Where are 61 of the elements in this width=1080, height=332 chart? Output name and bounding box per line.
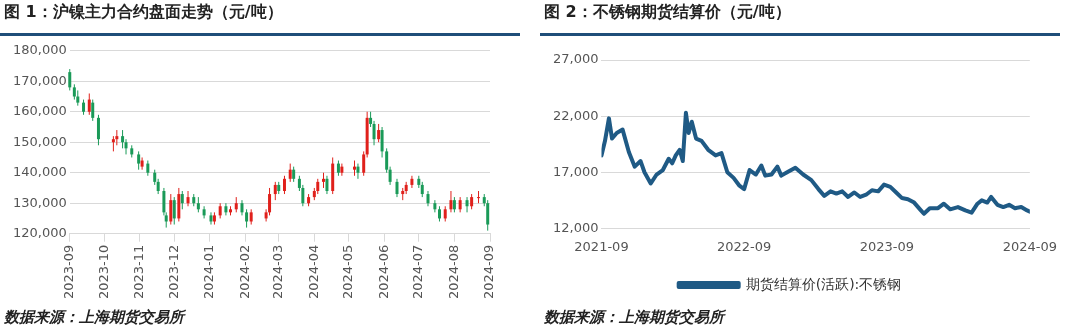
candlestick [356, 163, 360, 180]
y-tick-label: 120,000 [12, 225, 67, 241]
legend-label: 期货结算价(活跃):不锈钢 [745, 275, 902, 292]
candlestick [340, 163, 344, 177]
candlestick [137, 150, 141, 171]
x-tick-label: 2021-09 [574, 238, 629, 254]
y-tick-label: 27,000 [552, 51, 599, 67]
candlestick [68, 68, 72, 91]
x-tick-label: 2024-01 [201, 244, 217, 300]
chart-title: 图 1：沪镍主力合约盘面走势（元/吨） [4, 2, 283, 23]
candlestick [273, 181, 277, 201]
candlestick [372, 120, 376, 146]
candlestick [186, 190, 190, 207]
x-tick-label: 2024-05 [340, 244, 356, 300]
candlestick [395, 178, 399, 198]
candlestick [288, 163, 292, 183]
candlestick [477, 190, 481, 204]
candlestick [224, 202, 228, 216]
y-tick-label: 22,000 [552, 107, 599, 123]
y-tick-label: 150,000 [12, 133, 67, 149]
x-tick-label: 2023-12 [165, 244, 181, 300]
candlestick [202, 205, 206, 219]
x-tick-label: 2024-04 [305, 244, 321, 300]
candlestick [172, 196, 176, 226]
candlestick [465, 196, 469, 213]
candlestick [433, 199, 437, 213]
x-tick-label: 2023-10 [95, 244, 111, 300]
y-tick-label: 140,000 [12, 164, 67, 180]
candlestick [325, 175, 329, 195]
x-tick-label: 2024-09 [1002, 238, 1058, 254]
x-tick-label: 2022-09 [716, 238, 772, 254]
x-tick-label: 2024-07 [410, 244, 426, 300]
candlestick [140, 156, 144, 171]
candlestick [410, 175, 414, 189]
y-tick-label: 160,000 [12, 103, 67, 119]
x-tick-label: 2023-11 [131, 244, 147, 300]
chart-title: 图 2：不锈钢期货结算价（元/吨） [544, 2, 791, 23]
y-tick-label: 12,000 [552, 219, 599, 235]
candlestick [245, 208, 249, 229]
x-tick-label: 2023-09 [61, 244, 77, 300]
candlestick [169, 193, 173, 226]
x-tick-label: 2024-02 [236, 244, 252, 300]
x-tick-label: 2023-09 [859, 238, 914, 254]
candlestick [180, 190, 184, 210]
candlestick [91, 99, 95, 122]
candlestick [282, 175, 286, 195]
source-note: 数据来源：上海期货交易所 [544, 308, 724, 327]
y-tick-label: 17,000 [552, 163, 599, 179]
x-tick-label: 2024-09 [481, 244, 497, 300]
candlestick [124, 138, 128, 155]
candlestick [377, 123, 381, 143]
candlestick [87, 92, 91, 116]
y-tick-label: 170,000 [12, 72, 67, 88]
candlestick [96, 114, 100, 146]
x-tick-label: 2024-03 [270, 244, 286, 300]
x-tick-label: 2024-08 [445, 244, 461, 300]
x-tick-label: 2024-06 [375, 244, 391, 300]
y-tick-label: 180,000 [12, 42, 67, 58]
source-note: 数据来源：上海期货交易所 [4, 308, 184, 327]
candlestick [380, 126, 384, 158]
y-tick-label: 130,000 [12, 194, 67, 210]
